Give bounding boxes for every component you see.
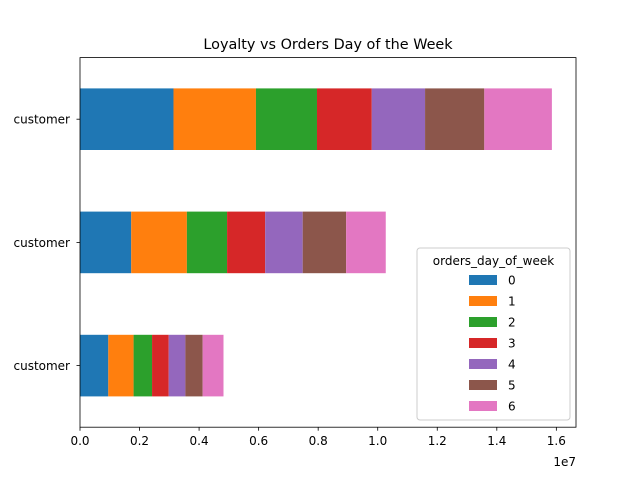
bar-0-series-6 (202, 334, 224, 397)
legend-box (416, 247, 571, 421)
x-tick-label: 1.2 (428, 434, 447, 448)
legend-label-6: 6 (508, 400, 516, 414)
legend-label-2: 2 (508, 316, 516, 330)
legend-title: orders_day_of_week (433, 254, 554, 268)
bar-2-series-5 (425, 88, 485, 150)
x-tick-label: 0.8 (309, 434, 328, 448)
x-tick-label: 0.4 (190, 434, 209, 448)
x-tick-label: 0.2 (130, 434, 149, 448)
x-tick-label: 1.4 (487, 434, 506, 448)
legend-label-5: 5 (508, 379, 516, 393)
bar-1-series-0 (80, 211, 132, 274)
legend-label-3: 3 (508, 337, 516, 351)
legend-swatch-6 (469, 401, 497, 411)
bar-2-series-4 (371, 88, 426, 150)
bar-1-series-1 (131, 211, 187, 274)
bar-1-series-5 (302, 211, 347, 274)
bars-layer (80, 88, 552, 397)
x-tick-label: 1.6 (547, 434, 566, 448)
legend-swatch-3 (469, 338, 497, 348)
legend-label-1: 1 (508, 295, 516, 309)
bar-0-series-4 (168, 334, 186, 397)
x-tick-label: 1.0 (368, 434, 387, 448)
legend-label-0: 0 (508, 274, 516, 288)
legend-swatch-2 (469, 317, 497, 327)
bar-1-series-4 (265, 211, 303, 274)
y-tick-label: customer (13, 113, 70, 127)
legend-swatch-4 (469, 359, 497, 369)
legend-swatch-5 (469, 380, 497, 390)
bar-0-series-5 (185, 334, 203, 397)
x-axis-offset-label: 1e7 (553, 455, 576, 469)
legend-swatch-0 (469, 275, 497, 285)
bar-2-series-0 (80, 88, 174, 150)
bar-2-series-3 (316, 88, 372, 150)
bar-1-series-2 (186, 211, 228, 274)
bar-0-series-3 (152, 334, 169, 397)
bar-0-series-1 (108, 334, 134, 397)
x-tick-label: 0.6 (249, 434, 268, 448)
bar-2-series-6 (484, 88, 552, 150)
bar-1-series-3 (227, 211, 266, 274)
x-tick-label: 0.0 (70, 434, 89, 448)
legend: orders_day_of_week 0 1 2 3 4 5 6 (416, 247, 571, 421)
bar-2-series-1 (173, 88, 256, 150)
y-axis: customer customer customer (13, 113, 80, 373)
y-tick-label: customer (13, 236, 70, 250)
bar-2-series-2 (255, 88, 317, 150)
legend-swatch-1 (469, 296, 497, 306)
chart-title: Loyalty vs Orders Day of the Week (203, 37, 453, 53)
x-axis: 0.0 0.2 0.4 0.6 0.8 1.0 1.2 1.4 1.6 (70, 427, 566, 448)
bar-0-series-0 (80, 334, 109, 397)
y-tick-label: customer (13, 359, 70, 373)
bar-0-series-2 (133, 334, 153, 397)
legend-label-4: 4 (508, 358, 516, 372)
bar-1-series-6 (346, 211, 386, 274)
